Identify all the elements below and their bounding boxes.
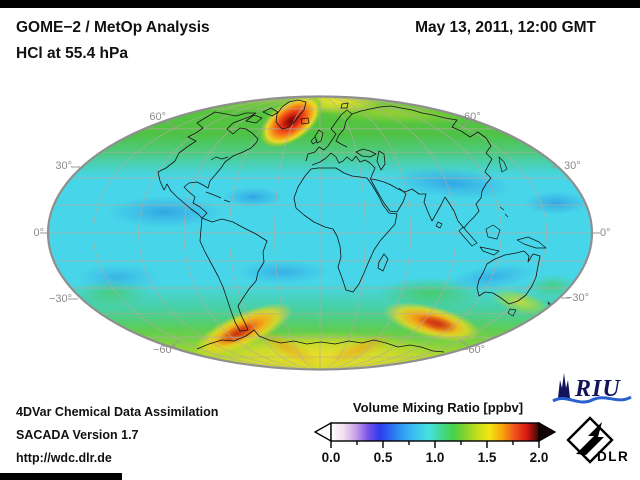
- page-title: GOME−2 / MetOp Analysis: [16, 19, 210, 36]
- colorbar: [313, 421, 557, 448]
- top-black-bar: [0, 0, 640, 8]
- footer-line-assimilation: 4DVar Chemical Data Assimilation: [16, 405, 219, 419]
- riu-cathedral-icon: [557, 373, 571, 400]
- colorbar-tick-label-4: 2.0: [529, 450, 549, 465]
- lat-label-60s-left: −60°: [152, 344, 176, 356]
- footer-line-url[interactable]: http://wdc.dlr.de: [16, 451, 112, 465]
- lat-label-30s-left: −30°: [48, 293, 72, 305]
- dlr-text: DLR: [597, 449, 629, 464]
- riu-wave-icon: [552, 395, 632, 404]
- logos: RIU DLR: [552, 373, 632, 464]
- lat-label-0-right: 0°: [600, 227, 611, 239]
- lat-label-60n-right: 60°: [464, 111, 481, 123]
- colorbar-tick-label-2: 1.0: [425, 450, 445, 465]
- bottom-black-bar: [0, 473, 122, 480]
- dlr-arrow-icon: [576, 422, 604, 455]
- lat-label-ticks: [40, 120, 600, 347]
- riu-logo: RIU: [552, 373, 632, 404]
- lat-label-30n-left: 30°: [55, 160, 72, 172]
- coastlines: [157, 99, 558, 353]
- colorbar-below-range-arrow: [313, 421, 332, 443]
- colorbar-ticks: [330, 441, 540, 448]
- datetime-label: May 13, 2011, 12:00 GMT: [415, 19, 596, 36]
- lat-label-60s-right: −60°: [462, 344, 486, 356]
- lat-label-60n-left: 60°: [149, 111, 166, 123]
- colorbar-tick-label-3: 1.5: [477, 450, 497, 465]
- footer-line-version: SACADA Version 1.7: [16, 428, 139, 442]
- heat-field: [48, 96, 592, 370]
- dlr-diamond-icon: [566, 416, 614, 464]
- page-subtitle: HCl at 55.4 hPa: [16, 45, 128, 62]
- colorbar-title: Volume Mixing Ratio [ppbv]: [352, 400, 524, 415]
- lat-label-30n-right: 30°: [564, 160, 581, 172]
- colorbar-tick-label-0: 0.0: [321, 450, 341, 465]
- colorbar-tick-label-1: 0.5: [373, 450, 393, 465]
- dlr-logo: DLR: [566, 416, 629, 464]
- lat-label-30s-right: −30°: [566, 292, 590, 304]
- colorbar-above-range-arrow: [538, 421, 557, 443]
- lat-label-0-left: 0°: [33, 227, 44, 239]
